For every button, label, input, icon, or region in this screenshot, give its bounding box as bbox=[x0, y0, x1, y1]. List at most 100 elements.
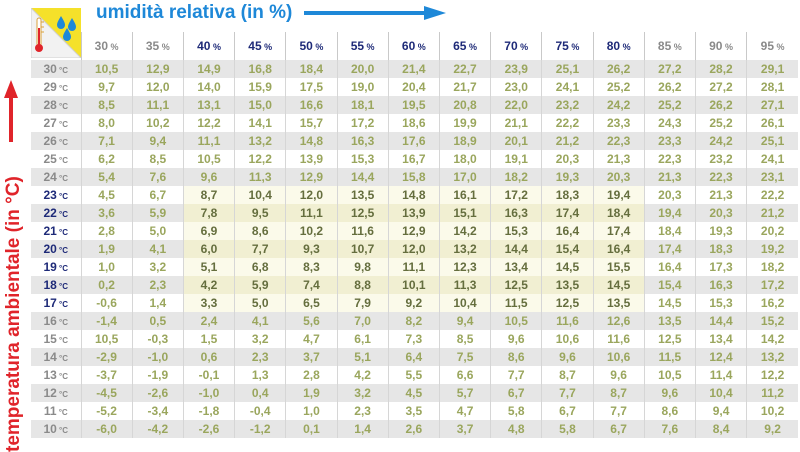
table-row: 14 °C -2,9 -1,0 0,6 2,3 3,7 5,1 6,4 7,5 8,6 9,6 10,… bbox=[31, 348, 798, 366]
dew-point-value: 13,4 bbox=[490, 258, 542, 276]
dew-point-value: 19,0 bbox=[336, 78, 389, 96]
humidity-header-row: 30 % 35 % 40 % 45 % 50 % 55 % 60 % 65 % 70 % 75 %… bbox=[31, 32, 798, 60]
dew-point-value: 15,7 bbox=[285, 114, 338, 132]
dew-point-value: 18,4 bbox=[285, 60, 338, 78]
dew-point-value: -3,4 bbox=[131, 402, 184, 420]
dew-point-value: 11,1 bbox=[285, 204, 338, 222]
dew-point-value: 24,1 bbox=[746, 150, 798, 168]
dew-point-value: 17,4 bbox=[592, 222, 645, 240]
dew-point-value: 12,5 bbox=[336, 204, 389, 222]
dew-point-value: -4,5 bbox=[80, 384, 133, 402]
dew-point-value: 3,7 bbox=[285, 348, 338, 366]
dew-point-value: 26,2 bbox=[694, 96, 747, 114]
dew-point-value: 2,3 bbox=[234, 348, 286, 366]
dew-point-value: 15,0 bbox=[234, 96, 286, 114]
humidity-header-30: 30 % bbox=[80, 32, 133, 60]
temperature-label-23: 23 °C bbox=[43, 188, 69, 202]
dew-point-value: 18,3 bbox=[694, 240, 747, 258]
dew-point-value: -1,0 bbox=[131, 348, 184, 366]
dew-point-value: 16,3 bbox=[336, 132, 389, 150]
table-row: 22 °C 3,6 5,9 7,8 9,5 11,1 12,5 13,9 15,1 16,3 17,… bbox=[31, 204, 798, 222]
dew-point-value: 20,8 bbox=[438, 96, 491, 114]
dew-point-value: 7,7 bbox=[490, 366, 542, 384]
humidity-header-95: 95 % bbox=[746, 32, 798, 60]
dew-point-value: 6,6 bbox=[438, 366, 491, 384]
dew-point-value: -0,1 bbox=[182, 366, 235, 384]
dew-point-value: 13,5 bbox=[592, 294, 645, 312]
dew-point-value: 8,8 bbox=[336, 276, 389, 294]
dew-point-value: 14,2 bbox=[438, 222, 491, 240]
dew-point-value: 10,5 bbox=[643, 366, 696, 384]
dew-point-value: -5,2 bbox=[80, 402, 133, 420]
dew-point-value: -1,2 bbox=[234, 420, 286, 438]
dew-point-value: 23,3 bbox=[592, 114, 645, 132]
dew-point-value: 8,3 bbox=[285, 258, 338, 276]
dew-point-value: 3,2 bbox=[336, 384, 389, 402]
dew-point-value: 12,4 bbox=[694, 348, 747, 366]
dew-point-value: 20,3 bbox=[643, 186, 696, 204]
dew-point-value: 10,1 bbox=[387, 276, 440, 294]
dew-point-value: 16,1 bbox=[438, 186, 491, 204]
dew-point-value: 10,2 bbox=[285, 222, 338, 240]
dew-point-value: 13,4 bbox=[694, 330, 747, 348]
dew-point-value: 19,3 bbox=[541, 168, 594, 186]
dew-point-value: 1,9 bbox=[80, 240, 133, 258]
temperature-label-14: 14 °C bbox=[31, 348, 82, 366]
header-corner-cell bbox=[31, 32, 81, 60]
dew-point-value: 13,2 bbox=[438, 240, 491, 258]
dew-point-value: 9,6 bbox=[541, 348, 594, 366]
dew-point-value: 6,0 bbox=[182, 240, 235, 258]
dew-point-value: 19,5 bbox=[387, 96, 440, 114]
dew-point-value: -6,0 bbox=[80, 420, 133, 438]
dew-point-value: 9,3 bbox=[285, 240, 338, 258]
dew-point-value: 25,2 bbox=[592, 78, 645, 96]
dew-point-value: 10,4 bbox=[438, 294, 491, 312]
humidity-header-75: 75 % bbox=[541, 32, 594, 60]
temperature-label-26: 26 °C bbox=[31, 132, 82, 150]
dew-point-value: 15,4 bbox=[541, 240, 594, 258]
dew-point-value: 18,9 bbox=[438, 132, 491, 150]
dew-point-value: 5,1 bbox=[336, 348, 389, 366]
dew-point-value: 16,2 bbox=[746, 294, 798, 312]
temperature-label-18: 18 °C bbox=[31, 276, 82, 294]
dew-point-value: 3,7 bbox=[438, 420, 491, 438]
temperature-label-10: 10 °C bbox=[31, 420, 82, 438]
dew-point-value: 15,5 bbox=[592, 258, 645, 276]
dew-point-value: 10,6 bbox=[541, 330, 594, 348]
dew-point-value: 27,1 bbox=[746, 96, 798, 114]
temperature-label-19: 19 °C bbox=[43, 260, 69, 274]
dew-point-value: 16,4 bbox=[643, 258, 696, 276]
dew-point-value: 26,2 bbox=[592, 60, 645, 78]
dew-point-value: 18,0 bbox=[438, 150, 491, 168]
dew-point-value: 2,6 bbox=[387, 420, 440, 438]
dew-point-value: 18,2 bbox=[746, 258, 798, 276]
dew-point-value: 9,4 bbox=[131, 132, 184, 150]
dew-point-value: 22,2 bbox=[746, 186, 798, 204]
dew-point-value: 1,0 bbox=[80, 258, 133, 276]
table-row: 15 °C 10,5 -0,3 1,5 3,2 4,7 6,1 7,3 8,5 9,6 10,6 11… bbox=[31, 330, 798, 348]
dew-point-value: 21,2 bbox=[541, 132, 594, 150]
table-row: 19 °C 1,0 3,2 5,1 6,8 8,3 9,8 11,1 12,3 13,4 14,5 1… bbox=[31, 258, 798, 276]
dew-point-value: 8,5 bbox=[80, 96, 133, 114]
dew-point-value: 6,7 bbox=[592, 420, 645, 438]
dew-point-value: 7,6 bbox=[643, 420, 696, 438]
dew-point-value: 15,2 bbox=[746, 312, 798, 330]
dew-point-value: 14,4 bbox=[336, 168, 389, 186]
dew-point-value: 0,2 bbox=[80, 276, 133, 294]
dew-point-value: 6,7 bbox=[490, 384, 542, 402]
dew-point-value: 12,2 bbox=[746, 366, 798, 384]
dew-point-value: 8,6 bbox=[234, 222, 286, 240]
dew-point-value: 20,2 bbox=[746, 222, 798, 240]
dew-point-value: 14,9 bbox=[182, 60, 235, 78]
dew-point-value: 10,5 bbox=[80, 330, 133, 348]
dew-point-value: -2,6 bbox=[182, 420, 235, 438]
dew-point-value: 18,3 bbox=[541, 186, 594, 204]
dew-point-value: 23,1 bbox=[746, 168, 798, 186]
dew-point-value: 12,9 bbox=[285, 168, 338, 186]
humidity-header-80: 80 % bbox=[592, 32, 645, 60]
dew-point-value: 10,6 bbox=[592, 348, 645, 366]
temperature-label-27: 27 °C bbox=[43, 116, 69, 130]
dew-point-value: 10,4 bbox=[234, 186, 286, 204]
dew-point-value: 8,4 bbox=[694, 420, 747, 438]
dew-point-value: 17,6 bbox=[387, 132, 440, 150]
